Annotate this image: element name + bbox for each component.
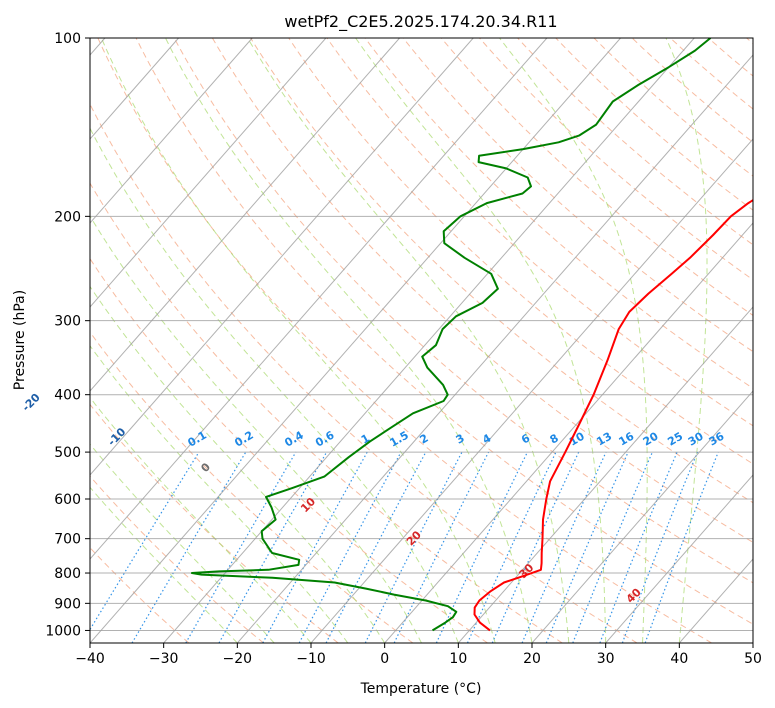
dry-adiabat bbox=[90, 331, 414, 643]
y-tick-label: 900 bbox=[54, 596, 81, 612]
dry-adiabat bbox=[90, 103, 638, 643]
isotherm bbox=[90, 38, 548, 560]
x-tick-label: −30 bbox=[149, 651, 179, 667]
temperature-profile bbox=[473, 198, 753, 632]
mixing-ratio-line bbox=[435, 451, 528, 643]
x-tick-label: 20 bbox=[523, 651, 541, 667]
dry-adiabat bbox=[593, 38, 753, 177]
plot-frame bbox=[89, 37, 754, 644]
x-tick-label: 10 bbox=[449, 651, 467, 667]
moist-adiabat bbox=[90, 285, 386, 643]
isotherm bbox=[90, 38, 474, 476]
mixing-ratio-line bbox=[185, 451, 297, 643]
mixing-ratio-line bbox=[90, 451, 200, 631]
y-tick-label: 1000 bbox=[45, 623, 81, 639]
dry-adiabat bbox=[97, 38, 712, 643]
isotherm bbox=[163, 38, 695, 643]
y-tick-label: 700 bbox=[54, 532, 81, 548]
isotherm bbox=[90, 38, 400, 392]
y-tick-label: 300 bbox=[54, 314, 81, 330]
dry-adiabat bbox=[402, 38, 753, 353]
x-tick-label: 30 bbox=[597, 651, 615, 667]
x-tick-label: 50 bbox=[744, 651, 762, 667]
isotherm bbox=[90, 38, 621, 643]
isotherm bbox=[90, 38, 327, 308]
dry-adiabat bbox=[135, 38, 753, 625]
y-tick-label: 600 bbox=[54, 492, 81, 508]
dry-adiabat bbox=[90, 475, 264, 643]
y-axis-label: Pressure (hPa) bbox=[12, 290, 28, 390]
dry-adiabat bbox=[90, 182, 563, 643]
mixing-ratio-line bbox=[262, 451, 368, 643]
dry-adiabat bbox=[90, 257, 488, 643]
mixing-ratio-line bbox=[393, 451, 490, 643]
moist-adiabat bbox=[100, 38, 496, 643]
mixing-ratio-line bbox=[572, 451, 653, 643]
isotherm bbox=[310, 138, 753, 643]
isotherm bbox=[752, 642, 753, 643]
mixing-ratio-line bbox=[466, 451, 557, 643]
x-tick-label: 0 bbox=[380, 651, 389, 667]
moist-adiabat bbox=[165, 38, 533, 643]
mixing-ratio-line bbox=[491, 451, 580, 643]
x-axis-label: Temperature (°C) bbox=[360, 681, 482, 697]
x-tick-label: −10 bbox=[296, 651, 326, 667]
chart-title: wetPf2_C2E5.2025.174.20.34.R11 bbox=[284, 12, 557, 32]
mixing-ratio-line bbox=[545, 451, 629, 643]
moist-adiabat bbox=[499, 38, 648, 643]
isotherm bbox=[384, 222, 753, 643]
moist-adiabat bbox=[90, 214, 422, 643]
profile-lines bbox=[190, 38, 753, 632]
dry-adiabat bbox=[631, 38, 753, 143]
isotherm bbox=[236, 54, 753, 643]
dry-adiabat-label: -20 bbox=[20, 391, 43, 414]
dewpoint-profile bbox=[190, 38, 712, 632]
moist-adiabat bbox=[90, 127, 459, 643]
moist-adiabat bbox=[90, 443, 275, 643]
isotherm bbox=[531, 390, 753, 643]
plot-background bbox=[90, 38, 753, 643]
dry-adiabat bbox=[250, 38, 753, 504]
y-tick-label: 800 bbox=[54, 566, 81, 582]
moist-adiabat bbox=[665, 38, 708, 643]
mixing-ratio-line bbox=[131, 451, 247, 643]
x-tick-label: −40 bbox=[75, 651, 105, 667]
mixing-ratio-line bbox=[218, 451, 328, 643]
x-tick-label: 40 bbox=[670, 651, 688, 667]
dry-adiabat bbox=[211, 38, 753, 543]
dry-adiabat bbox=[479, 38, 753, 281]
y-tick-label: 400 bbox=[54, 388, 81, 404]
moist-adiabat bbox=[90, 345, 349, 643]
moist-adiabat bbox=[355, 38, 607, 643]
isotherm bbox=[90, 38, 253, 224]
y-tick-label: 500 bbox=[54, 445, 81, 461]
moist-adiabat bbox=[247, 38, 570, 643]
dry-adiabat bbox=[173, 38, 753, 584]
moist-adiabat bbox=[90, 486, 238, 643]
axes: −40 −30 −20 −10 0 10 20 30 40 50 100 200 300 400 500 60… bbox=[45, 31, 762, 667]
y-tick-label: 200 bbox=[54, 209, 81, 225]
mixing-ratio-line bbox=[298, 451, 402, 643]
x-tick-label: −20 bbox=[223, 651, 253, 667]
isotherm bbox=[457, 306, 753, 643]
isotherm bbox=[605, 474, 753, 643]
dry-adiabat bbox=[440, 38, 753, 316]
dry-adiabat bbox=[326, 38, 753, 427]
y-tick-label: 100 bbox=[54, 31, 81, 47]
